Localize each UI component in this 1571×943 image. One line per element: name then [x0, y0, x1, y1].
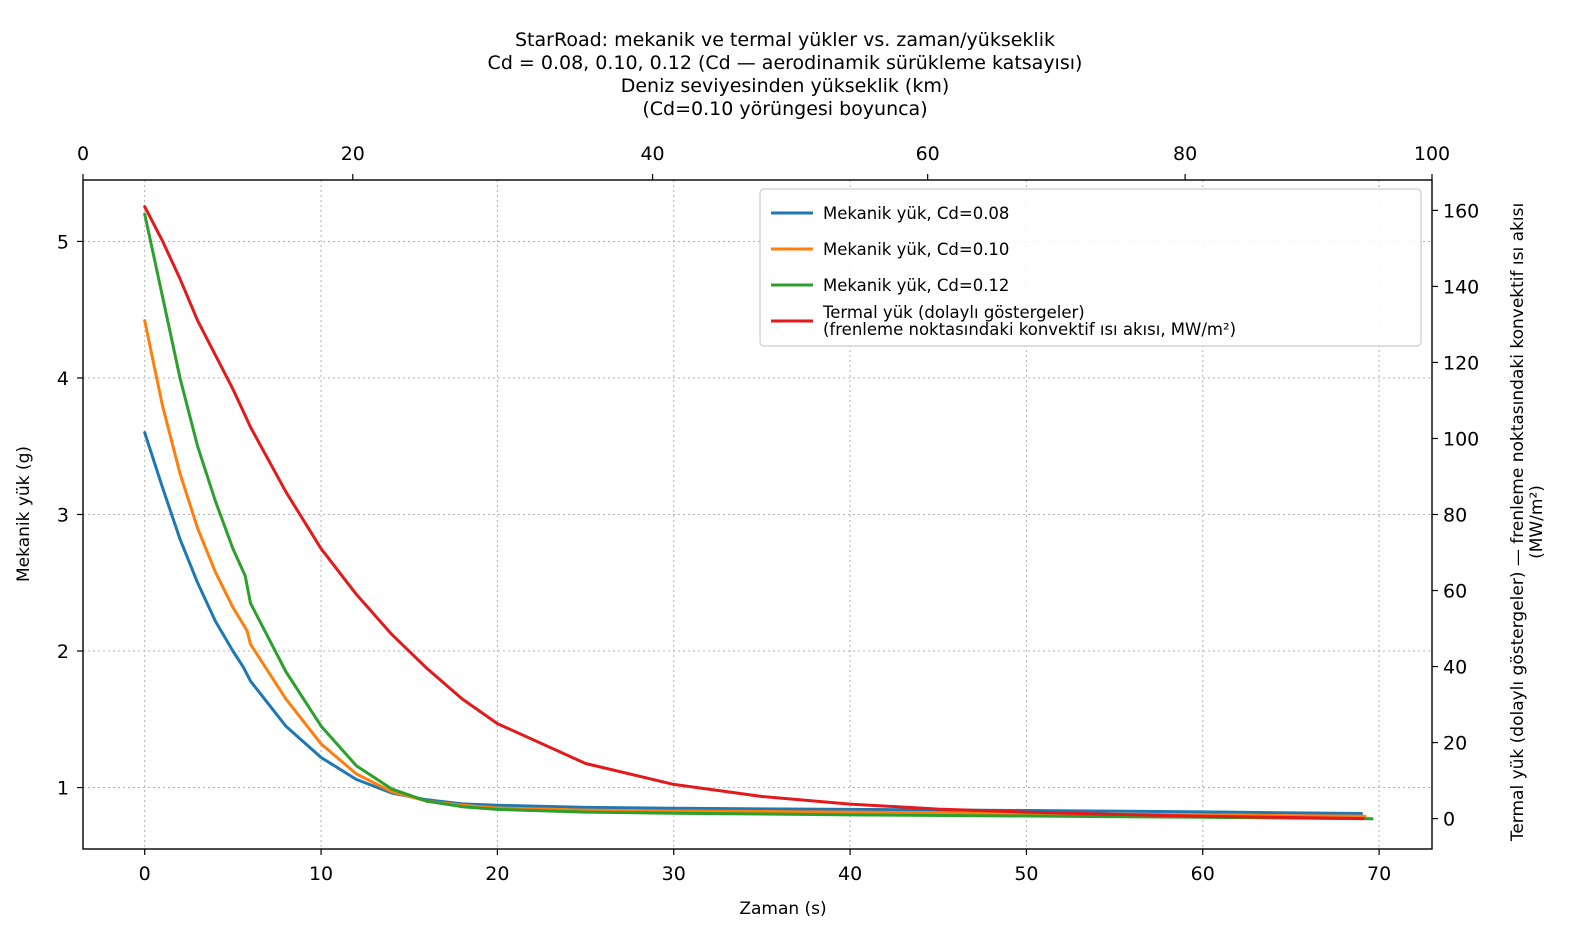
x-axis-ticks: 0 10 20 30 40 50 60 70 — [139, 849, 1391, 885]
y2-axis-label-line-2: (MW/m²) — [1527, 485, 1547, 559]
x-tick-label: 10 — [309, 863, 333, 885]
x-tick-label: 20 — [485, 863, 509, 885]
top-tick-label: 60 — [916, 143, 940, 165]
y2-axis-label-line-1: Termal yük (dolaylı göstergeler) — frenl… — [1508, 203, 1528, 842]
y-axis-ticks: 1 2 3 4 5 — [57, 231, 83, 800]
top-tick-label: 100 — [1414, 143, 1450, 165]
y-tick-label: 3 — [57, 505, 69, 527]
y-tick-label: 1 — [57, 778, 69, 800]
legend-label-cd012: Mekanik yük, Cd=0.12 — [823, 276, 1009, 295]
chart-title: StarRoad: mekanik ve termal yükler vs. z… — [488, 29, 1083, 120]
x-tick-label: 0 — [139, 863, 151, 885]
legend-label-cd008: Mekanik yük, Cd=0.08 — [823, 204, 1009, 223]
y2-tick-label: 60 — [1443, 581, 1467, 603]
y2-tick-label: 40 — [1443, 657, 1467, 679]
series-line-2 — [143, 212, 1374, 821]
y2-axis-ticks: 0 20 40 60 80 100 120 140 160 — [1432, 200, 1479, 831]
y2-tick-label: 160 — [1443, 200, 1479, 222]
top-tick-label: 80 — [1173, 143, 1197, 165]
y2-tick-label: 80 — [1443, 505, 1467, 527]
top-tick-label: 0 — [77, 143, 89, 165]
x-tick-label: 30 — [662, 863, 686, 885]
x-tick-label: 50 — [1014, 863, 1038, 885]
y2-tick-label: 100 — [1443, 428, 1479, 450]
top-tick-label: 20 — [341, 143, 365, 165]
y-tick-label: 2 — [57, 641, 69, 663]
legend-label-cd010: Mekanik yük, Cd=0.10 — [823, 240, 1009, 259]
y2-tick-label: 0 — [1443, 809, 1455, 831]
title-line-3: Deniz seviyesinden yükseklik (km) — [621, 75, 950, 97]
title-line-4: (Cd=0.10 yörüngesi boyunca) — [642, 98, 927, 120]
x-tick-label: 70 — [1367, 863, 1391, 885]
series-line-0 — [143, 431, 1363, 815]
x-tick-label: 40 — [838, 863, 862, 885]
series-line-3 — [143, 205, 1365, 821]
legend-thermal-line: (frenleme noktasındaki konvektif ısı akı… — [823, 320, 1236, 339]
y2-tick-label: 120 — [1443, 352, 1479, 374]
y2-tick-label: 20 — [1443, 733, 1467, 755]
y2-tick-label: 140 — [1443, 276, 1479, 298]
x-axis-label: Zaman (s) — [739, 899, 826, 919]
top-axis-ticks: 0 20 40 60 80 100 — [77, 143, 1450, 180]
title-line-1: StarRoad: mekanik ve termal yükler vs. z… — [515, 29, 1055, 51]
y-tick-label: 4 — [57, 368, 69, 390]
title-line-2: Cd = 0.08, 0.10, 0.12 (Cd — aerodinamik … — [488, 52, 1083, 74]
y-tick-label: 5 — [57, 231, 69, 253]
legend-box — [759, 188, 1422, 347]
y-axis-label: Mekanik yük (g) — [14, 446, 34, 582]
series-line-1 — [143, 319, 1367, 818]
legend-thermal-line: Termal yük (dolaylı göstergeler) — [822, 303, 1085, 322]
series-lines — [143, 205, 1374, 821]
top-tick-label: 40 — [640, 143, 664, 165]
x-tick-label: 60 — [1191, 863, 1215, 885]
legend: Mekanik yük, Cd=0.08 Mekanik yük, Cd=0.1… — [759, 188, 1422, 347]
legend-label-thermal: Termal yük (dolaylı göstergeler) (frenlem… — [822, 303, 1236, 339]
